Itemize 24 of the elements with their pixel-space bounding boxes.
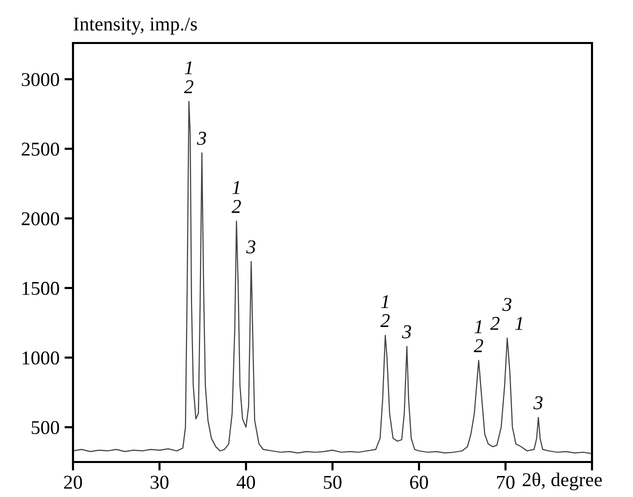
annotation: 1 2 xyxy=(380,295,390,328)
y-tick-label: 1000 xyxy=(22,351,60,365)
x-tick-label: 20 xyxy=(64,476,82,489)
annotation: 3 2 1 xyxy=(490,298,522,330)
y-tick-label: 500 xyxy=(32,421,60,434)
y-tick-label: 3000 xyxy=(22,73,60,86)
x-tick-label: 50 xyxy=(324,476,342,489)
annotation: 1 2 xyxy=(474,320,484,352)
x-tick-label: 60 xyxy=(410,476,428,489)
line-series xyxy=(73,100,592,454)
y-tick-label: 2000 xyxy=(22,212,60,226)
annotation: 1 2 xyxy=(232,181,241,213)
y-axis-title: Intensity, imp./s xyxy=(74,18,197,35)
annotation: 3 xyxy=(196,132,206,145)
y-tick-label: 2500 xyxy=(22,142,60,156)
x-tick-label: 40 xyxy=(236,476,255,489)
annotation: 3 xyxy=(533,396,543,410)
annotation: 3 xyxy=(246,240,256,254)
x-axis-title: 2θ, degree xyxy=(522,472,602,490)
x-tick-label: 70 xyxy=(497,476,514,489)
y-tick-label: 1500 xyxy=(22,282,60,295)
x-tick-label: 30 xyxy=(150,476,168,489)
annotation: 3 xyxy=(402,325,412,338)
annotation: 1 2 xyxy=(184,61,194,94)
